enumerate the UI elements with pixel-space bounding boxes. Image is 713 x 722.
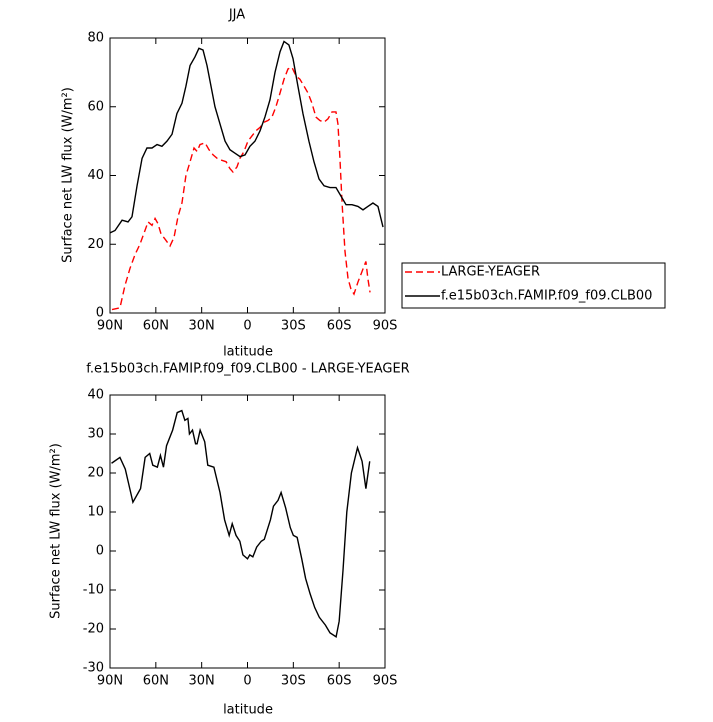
x-tick-label: 30N <box>189 319 215 334</box>
y-tick-label: 0 <box>96 544 104 559</box>
x-tick-label: 90S <box>373 674 398 689</box>
y-tick-label: 80 <box>87 31 104 46</box>
legend-label: f.e15b03ch.FAMIP.f09_f09.CLB00 <box>441 289 652 304</box>
x-axis-label: latitude <box>223 345 273 360</box>
y-tick-label: 0 <box>96 306 104 321</box>
x-tick-label: 30S <box>281 319 306 334</box>
y-tick-label: 20 <box>87 466 104 481</box>
x-tick-label: 90N <box>97 319 123 334</box>
x-tick-label: 90N <box>97 674 123 689</box>
y-axis-label: Surface net LW flux (W/m²) <box>61 87 76 263</box>
y-tick-label: -20 <box>83 622 104 637</box>
x-tick-label: 60S <box>327 319 352 334</box>
y-tick-label: 20 <box>87 237 104 252</box>
legend-box <box>401 262 666 309</box>
x-tick-label: 0 <box>243 674 251 689</box>
x-tick-label: 60N <box>143 674 169 689</box>
x-tick-label: 30S <box>281 674 306 689</box>
y-tick-label: 40 <box>87 168 104 183</box>
y-tick-label: 10 <box>87 505 104 520</box>
x-tick-label: 30N <box>189 674 215 689</box>
x-tick-label: 60S <box>327 674 352 689</box>
y-axis-label: Surface net LW flux (W/m²) <box>49 443 64 619</box>
data-line <box>111 66 371 311</box>
y-tick-label: -30 <box>83 661 104 676</box>
y-tick-label: 40 <box>87 388 104 403</box>
legend-label: LARGE-YEAGER <box>441 265 540 280</box>
y-tick-label: 30 <box>87 427 104 442</box>
chart-title: f.e15b03ch.FAMIP.f09_f09.CLB00 - LARGE-Y… <box>86 362 409 377</box>
y-tick-label: 60 <box>87 99 104 114</box>
plot-frame <box>109 37 386 314</box>
data-line <box>109 40 384 234</box>
chart-title: JJA <box>228 8 245 23</box>
x-tick-label: 90S <box>373 319 398 334</box>
plot-frame <box>109 394 386 669</box>
x-axis-label: latitude <box>223 703 273 718</box>
x-tick-label: 0 <box>243 319 251 334</box>
y-tick-label: -10 <box>83 583 104 598</box>
x-tick-label: 60N <box>143 319 169 334</box>
data-line <box>111 409 371 638</box>
